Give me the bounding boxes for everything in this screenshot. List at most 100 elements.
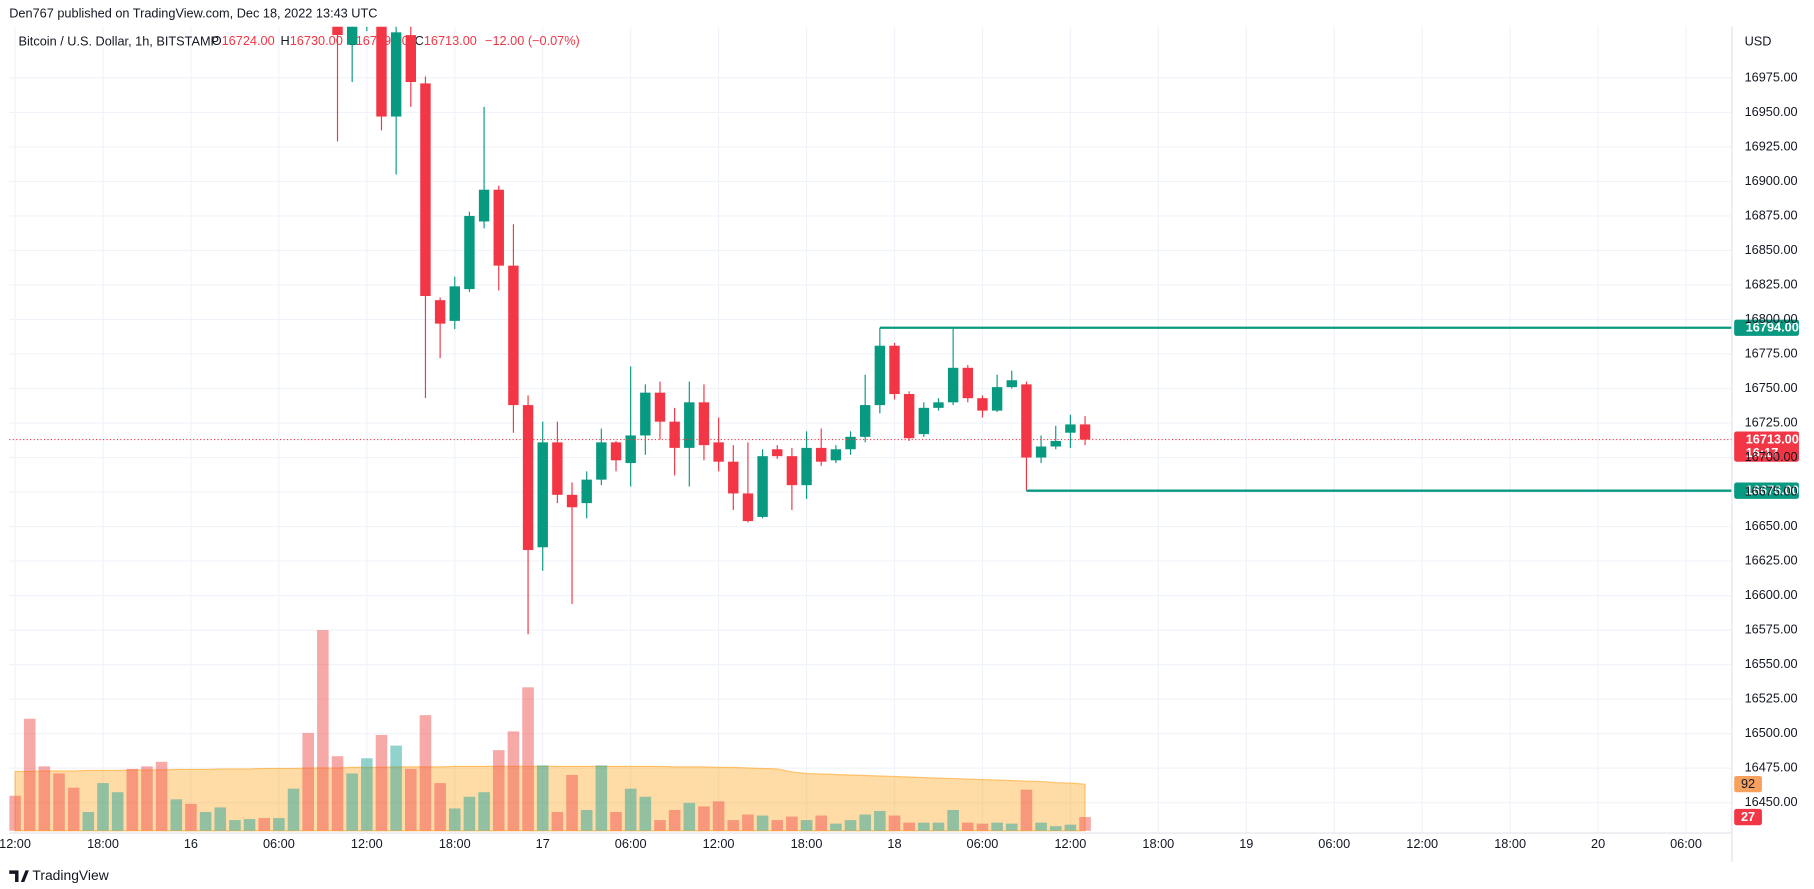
volume-bar: [317, 630, 329, 831]
volume-bar: [331, 756, 344, 831]
candle-body: [977, 398, 988, 411]
y-tick-label: 16650.00: [1745, 518, 1798, 533]
x-tick-label: 06:00: [967, 836, 999, 851]
volume-bar: [463, 796, 476, 831]
volume-bar: [947, 809, 959, 831]
volume-bar: [536, 765, 549, 831]
candle-body: [962, 367, 974, 399]
volume-bar: [918, 822, 930, 831]
candle-body: [801, 447, 812, 486]
volume-bar: [126, 768, 139, 831]
level-label: 16676.00: [1746, 483, 1799, 498]
volume-bar: [610, 811, 622, 831]
candle-body: [669, 421, 680, 448]
volume-bar: [361, 758, 373, 831]
candle-body: [1021, 384, 1032, 458]
volume-bar: [1020, 789, 1033, 831]
x-tick-label: 12:00: [0, 836, 31, 851]
volume-bar: [932, 822, 945, 831]
level-tag-bg: [1734, 319, 1799, 336]
candle-body: [405, 35, 417, 83]
volume-bar: [287, 788, 300, 831]
volume-bar: [375, 734, 388, 831]
y-axis-label: USD: [1745, 33, 1772, 48]
x-tick-label: 18:00: [791, 836, 823, 851]
volume-bar: [712, 801, 725, 831]
candle-body: [889, 345, 900, 395]
ohlc-value: 16724.00: [222, 33, 275, 48]
x-tick-label: 12:00: [1406, 836, 1438, 851]
candle-body: [376, 26, 387, 117]
volume-bar: [771, 820, 784, 831]
volume-bar: [390, 745, 402, 831]
candle-body: [903, 394, 915, 439]
x-tick-label: 18:00: [87, 836, 119, 851]
candle-body: [390, 32, 402, 117]
volume-bar: [243, 819, 256, 831]
footer-logo: TradingView: [9, 867, 110, 883]
candle-body: [449, 286, 460, 321]
x-tick-label: 19: [1239, 836, 1253, 851]
candle-body: [786, 456, 798, 486]
candle-body: [640, 392, 651, 436]
volume-bar: [874, 810, 886, 831]
ohlc-prefix: C: [415, 33, 424, 48]
level-label: 16794.00: [1746, 320, 1799, 335]
candle-body: [1035, 446, 1047, 458]
y-tick-label: 16900.00: [1745, 173, 1798, 188]
volume-bar: [1035, 822, 1047, 831]
x-tick-label: 06:00: [1318, 836, 1350, 851]
volume-layer: [9, 630, 1091, 832]
candle-body: [581, 479, 592, 504]
volume-bar: [23, 718, 36, 831]
volume-bar: [844, 820, 857, 831]
candle-body: [947, 367, 959, 403]
volume-bar: [800, 820, 813, 831]
x-tick-label: 06:00: [615, 836, 647, 851]
candle-body: [991, 387, 1003, 411]
logo-icon: [9, 870, 29, 883]
y-tick-label: 16525.00: [1745, 690, 1798, 705]
candle-body: [552, 442, 563, 495]
x-tick-label: 20: [1591, 836, 1605, 851]
volume-label: 27: [1741, 809, 1755, 824]
x-tick-label: 18:00: [1142, 836, 1174, 851]
x-tick-label: 16: [184, 836, 198, 851]
volume-bar: [67, 787, 80, 831]
y-tick-label: 16950.00: [1745, 104, 1798, 119]
candle-body: [772, 449, 783, 457]
volume-bar: [580, 809, 593, 831]
volume-bar: [727, 820, 740, 831]
candle-body: [1006, 380, 1017, 388]
volume-bar: [830, 823, 842, 831]
x-tick-label: 12:00: [703, 836, 735, 851]
x-tick-label: 18:00: [439, 836, 471, 851]
x-tick-label: 12:00: [1054, 836, 1086, 851]
candle-body: [464, 215, 475, 290]
volume-bar: [492, 750, 505, 831]
candle-body: [1079, 424, 1091, 440]
y-tick-label: 16725.00: [1745, 414, 1798, 429]
y-tick-label: 16700.00: [1745, 449, 1798, 464]
volume-bar: [566, 774, 578, 831]
volume-bar: [903, 822, 915, 831]
candle-body: [493, 189, 504, 266]
y-tick-label: 16500.00: [1745, 725, 1798, 740]
volume-bar: [448, 808, 461, 831]
volume-bar: [756, 815, 769, 831]
ohlc-prefix: H: [281, 33, 290, 48]
volume-bar: [654, 820, 666, 831]
candle-body: [933, 402, 944, 408]
volume-bar: [859, 814, 871, 831]
volume-bar: [214, 807, 227, 831]
last-price-label: 16713.00: [1746, 432, 1799, 447]
volume-bar: [551, 811, 564, 831]
y-tick-label: 16750.00: [1745, 380, 1798, 395]
volume-bar: [53, 773, 65, 831]
y-tick-label: 16925.00: [1745, 138, 1798, 153]
ohlc-prefix: O: [212, 33, 222, 48]
candle-body: [728, 461, 739, 494]
volume-bar: [185, 803, 197, 831]
candle-body: [596, 442, 607, 480]
